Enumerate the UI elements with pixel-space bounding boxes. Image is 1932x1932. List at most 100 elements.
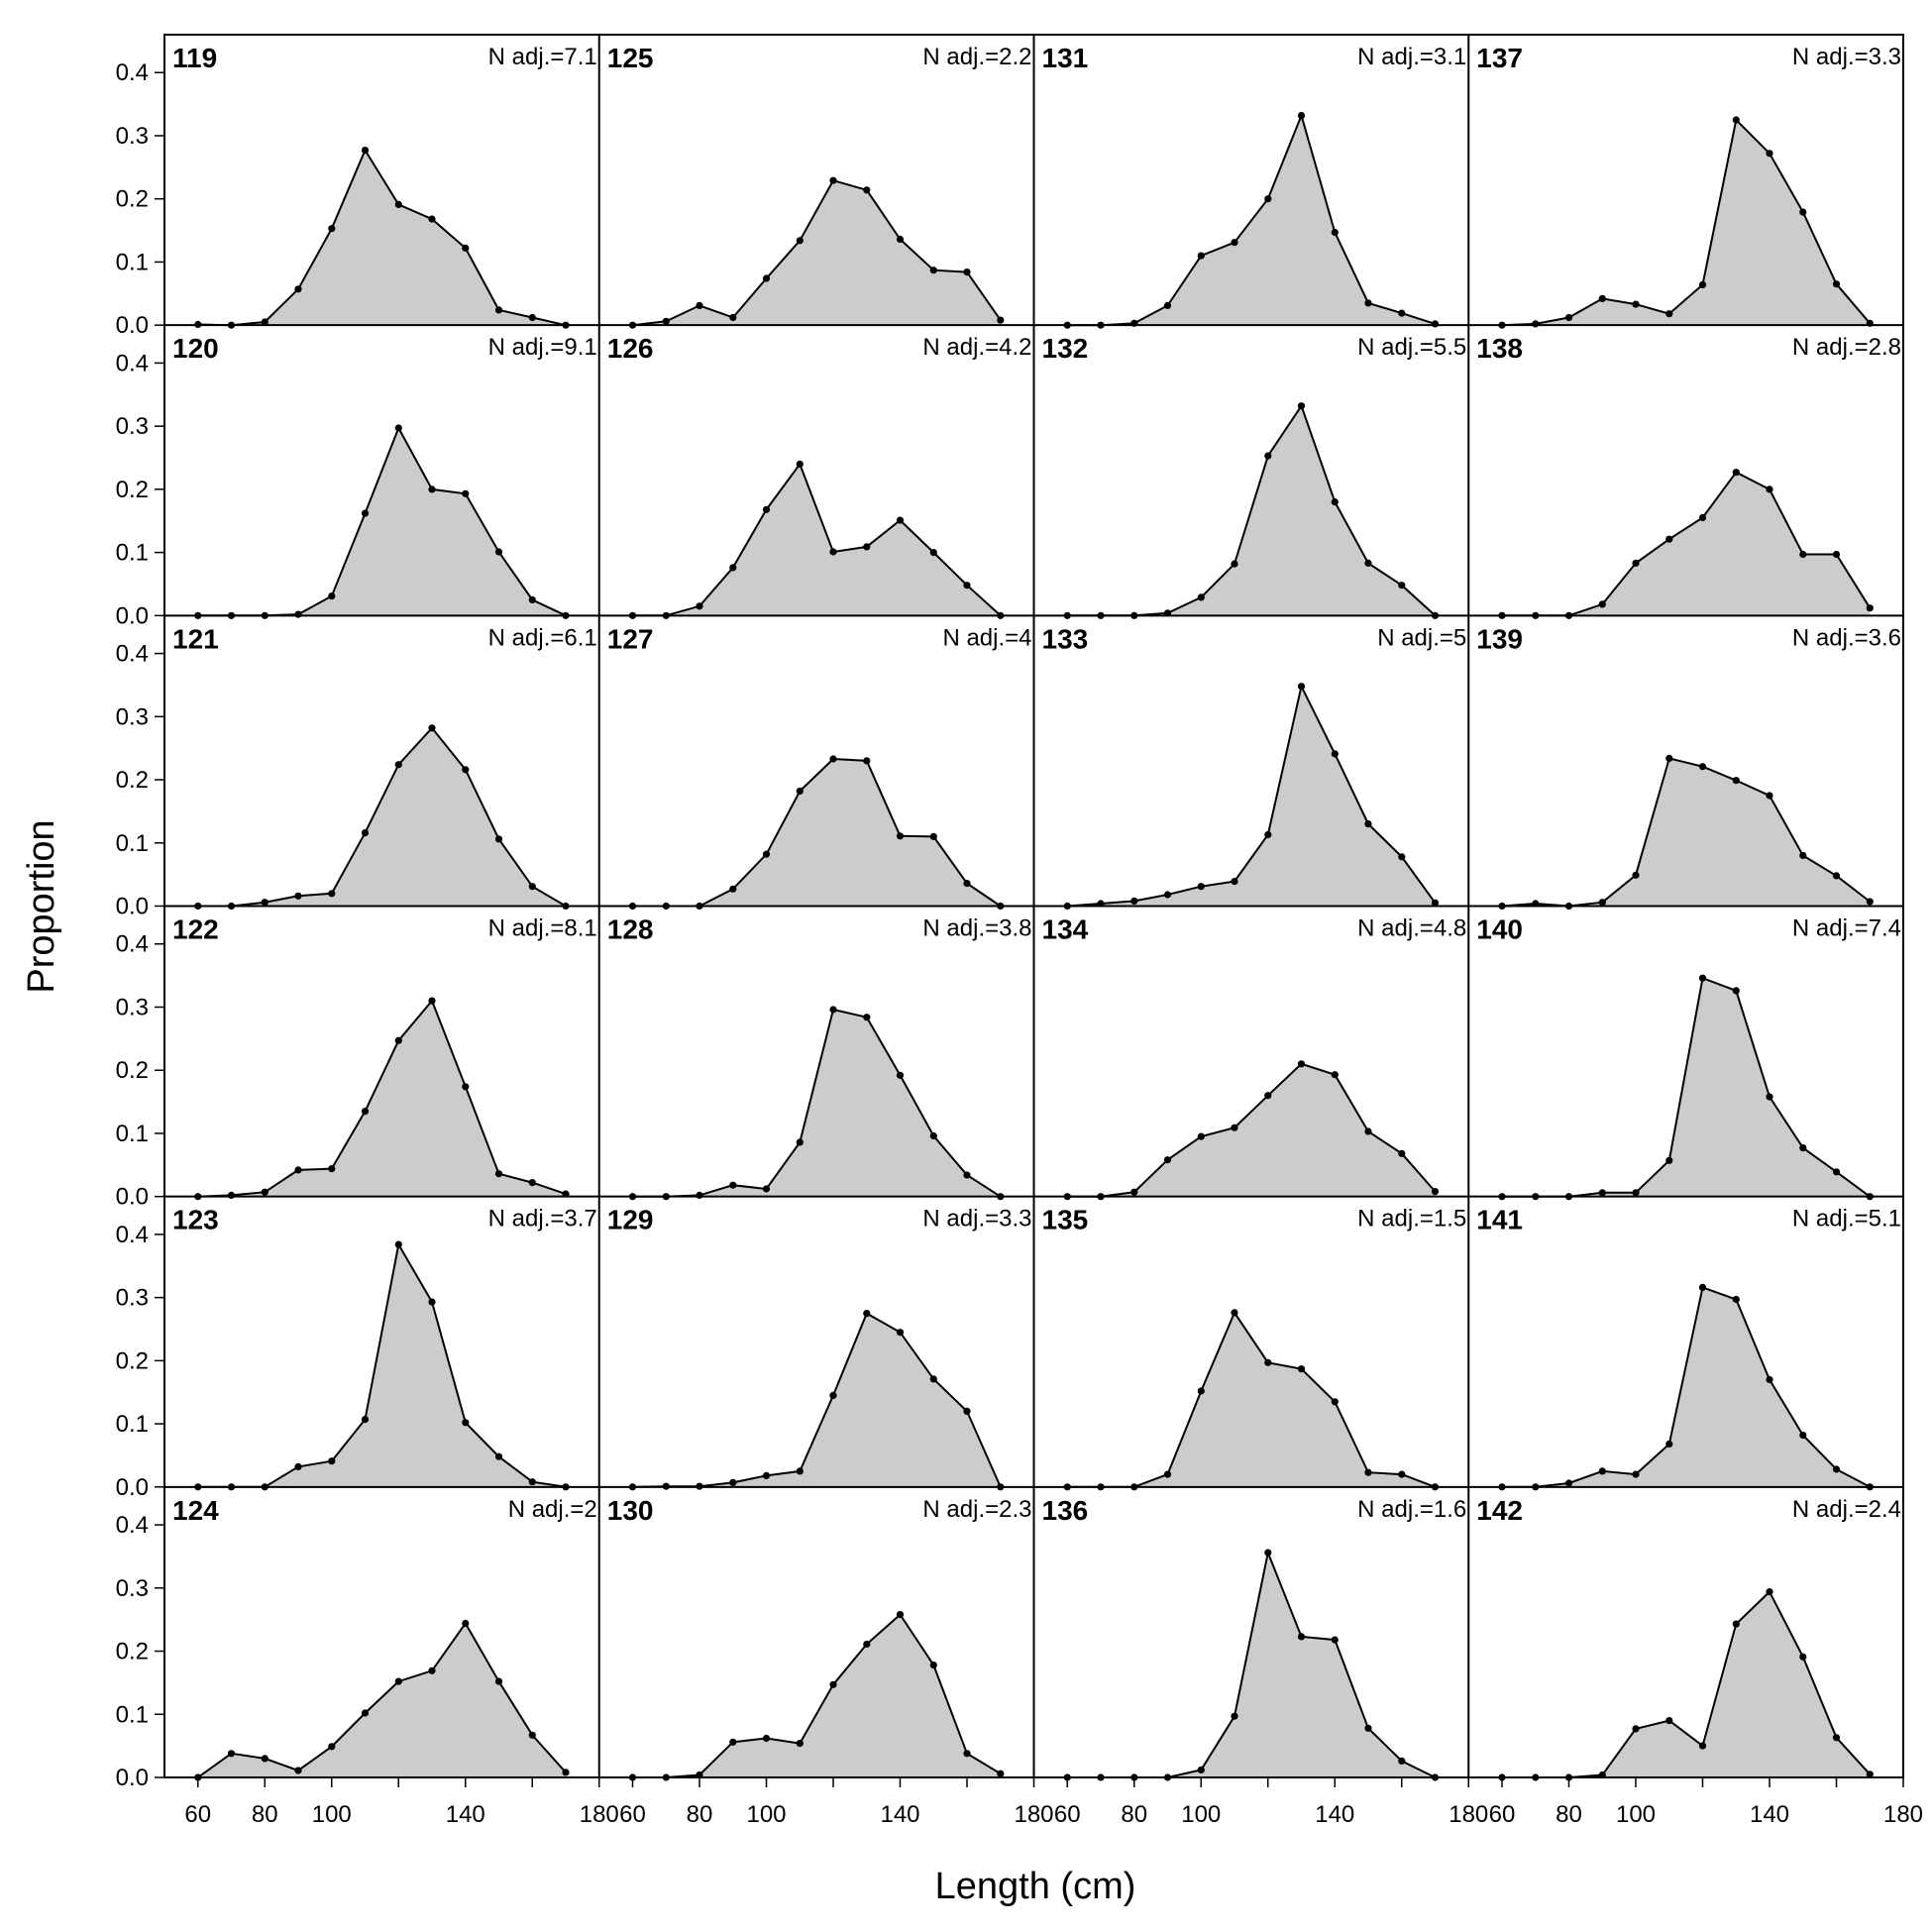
y-tick-label-124-0.2: 0.2 [116,1639,149,1665]
data-point-129-100 [762,1471,771,1479]
n-adj-label-142: N adj.=2.4 [1792,1496,1901,1523]
data-point-140-90 [1598,1189,1606,1197]
data-point-135-140 [1331,1398,1339,1406]
data-point-131-130 [1297,112,1306,120]
data-point-137-140 [1766,150,1773,158]
panel-label-126: 126 [607,333,654,364]
data-point-131-120 [1264,195,1272,203]
data-point-127-120 [829,755,837,763]
data-point-141-150 [1799,1432,1807,1440]
data-point-129-110 [796,1467,804,1475]
n-adj-label-130: N adj.=2.3 [922,1496,1031,1523]
panel-label-131: 131 [1042,43,1089,73]
data-point-142-130 [1732,1620,1740,1628]
data-point-123-160 [528,1478,536,1486]
data-point-123-150 [494,1452,503,1460]
data-point-128-120 [829,1006,837,1014]
area-fill-128 [632,1010,1001,1197]
data-point-122-120 [394,1036,402,1044]
data-point-122-80 [261,1188,268,1196]
y-tick-label-119-0.2: 0.2 [116,186,149,213]
data-point-135-120 [1264,1358,1272,1366]
data-point-122-70 [227,1191,236,1199]
data-point-120-90 [294,610,302,618]
data-point-127-100 [762,850,771,858]
data-point-141-90 [1598,1467,1606,1475]
panel-label-123: 123 [172,1205,219,1235]
y-tick-label-122-0.3: 0.3 [116,994,149,1020]
data-point-121-90 [294,892,302,900]
data-point-140-120 [1698,974,1707,982]
n-adj-label-138: N adj.=2.8 [1792,334,1901,361]
area-fill-142 [1502,1591,1871,1777]
data-point-131-110 [1231,239,1238,247]
series-line-125 [632,179,1002,327]
area-fill-138 [1502,472,1871,616]
data-point-141-160 [1832,1465,1841,1473]
data-point-141-80 [1564,1479,1573,1487]
data-point-138-120 [1698,513,1707,522]
x-tick-label-130-140: 140 [880,1801,919,1828]
y-tick-label-123-0.3: 0.3 [116,1285,149,1312]
data-point-123-140 [462,1419,470,1427]
area-fill-126 [632,464,1001,616]
y-tick-label-124-0.3: 0.3 [116,1575,149,1602]
n-adj-label-140: N adj.=7.4 [1792,915,1901,942]
data-point-121-130 [428,724,436,732]
data-point-128-90 [729,1181,737,1189]
n-adj-label-125: N adj.=2.2 [922,44,1031,70]
data-point-121-110 [361,829,370,837]
n-adj-label-122: N adj.=8.1 [488,915,597,942]
y-tick-label-120-0.2: 0.2 [116,477,149,503]
panel-label-119: 119 [172,43,217,73]
data-point-142-160 [1832,1734,1841,1742]
data-point-139-170 [1866,898,1874,906]
data-point-120-130 [428,485,436,493]
x-tick-label-124-80: 80 [252,1801,278,1828]
panel-label-127: 127 [607,623,654,654]
data-point-135-160 [1398,1470,1406,1478]
data-point-133-160 [1398,853,1406,861]
data-point-121-160 [528,883,536,891]
series-line-141 [1502,1286,1871,1488]
area-fill-134 [1067,1063,1436,1197]
data-point-129-160 [963,1407,971,1415]
y-tick-label-124-0.4: 0.4 [116,1512,149,1539]
data-point-123-130 [428,1298,436,1306]
data-point-121-120 [394,761,402,769]
data-point-120-120 [394,424,402,432]
series-line-133 [1067,683,1437,908]
data-point-119-150 [494,306,503,314]
data-point-136-140 [1331,1636,1339,1644]
data-point-140-110 [1665,1156,1673,1164]
data-point-142-120 [1698,1742,1707,1750]
x-tick-label-142-180: 180 [1883,1801,1923,1828]
data-point-122-90 [294,1166,302,1174]
data-point-137-110 [1665,310,1673,318]
series-line-137 [1501,117,1872,327]
x-tick-label-124-180: 180 [580,1801,619,1828]
data-point-121-150 [494,835,503,843]
n-adj-label-135: N adj.=1.5 [1357,1206,1466,1233]
data-point-119-160 [528,313,536,322]
y-tick-label-123-0.2: 0.2 [116,1347,149,1374]
data-point-120-100 [328,592,336,600]
data-point-124-130 [428,1666,436,1674]
area-fill-123 [197,1244,567,1487]
data-point-136-110 [1231,1712,1238,1720]
n-adj-label-123: N adj.=3.7 [488,1206,597,1233]
x-tick-label-142-100: 100 [1616,1801,1656,1828]
data-point-138-110 [1665,535,1673,543]
data-point-137-80 [1564,313,1573,322]
area-fill-119 [197,150,567,326]
n-adj-label-132: N adj.=5.5 [1357,334,1466,361]
area-fill-129 [632,1313,1001,1487]
data-point-131-170 [1431,320,1440,328]
area-fill-131 [1067,115,1436,326]
y-tick-label-123-0.1: 0.1 [116,1411,149,1438]
n-adj-label-141: N adj.=5.1 [1792,1206,1901,1233]
y-tick-label-122-0.2: 0.2 [116,1057,149,1084]
data-point-124-120 [394,1677,402,1685]
data-point-132-100 [1197,593,1205,601]
data-point-130-100 [762,1734,771,1743]
